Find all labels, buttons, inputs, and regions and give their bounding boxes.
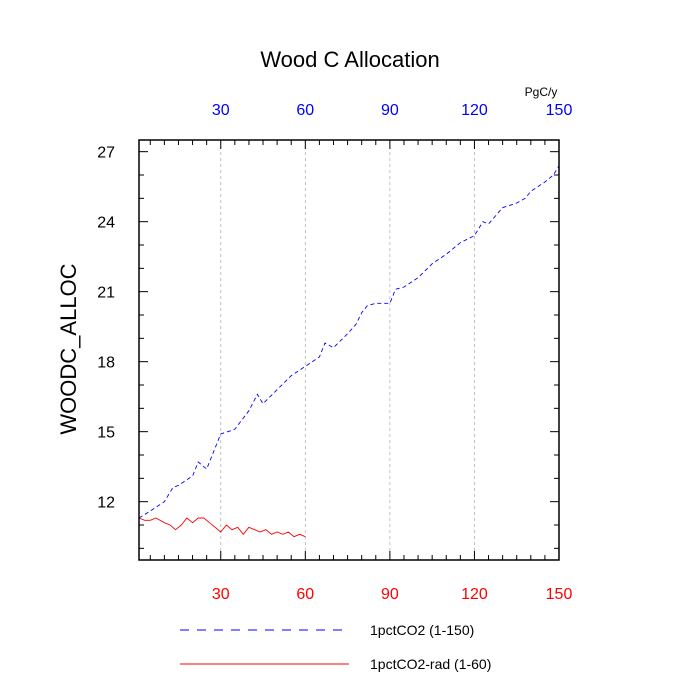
x-tick-label-top: 150 <box>546 102 573 119</box>
y-tick-label: 21 <box>97 285 115 302</box>
x-tick-label-bottom: 150 <box>546 586 573 603</box>
y-tick-label: 15 <box>97 425 115 442</box>
x-tick-label-top: 60 <box>296 102 314 119</box>
x-tick-label-bottom: 120 <box>461 586 488 603</box>
axis-layer: 30 30 60 60 90 90 120 120 150 150 12 15 18 21 24 27 <box>97 102 572 603</box>
x-tick-label-bottom: 90 <box>381 586 399 603</box>
x-tick-label-bottom: 30 <box>212 586 230 603</box>
x-tick-label-top: 120 <box>461 102 488 119</box>
legend-label-1pctco2: 1pctCO2 (1-150) <box>370 622 474 638</box>
y-tick-label: 18 <box>97 355 115 372</box>
plot-frame <box>138 139 560 561</box>
x-tick-label-top: 30 <box>212 102 230 119</box>
legend: 1pctCO2 (1-150) 1pctCO2-rad (1-60) <box>180 622 491 672</box>
y-axis-label: WOODC_ALLOC <box>56 263 81 434</box>
x-tick-label-top: 90 <box>381 102 399 119</box>
series-layer <box>138 165 560 538</box>
y-tick-label: 27 <box>97 145 115 162</box>
series-line-0 <box>138 165 560 519</box>
x-tick-label-bottom: 60 <box>296 586 314 603</box>
legend-label-1pctco2-rad: 1pctCO2-rad (1-60) <box>370 656 491 672</box>
y-tick-label: 12 <box>97 495 115 512</box>
top-axis-units-label: PgC/y <box>525 85 558 99</box>
grid-layer <box>220 140 560 560</box>
series-line-1 <box>138 517 306 538</box>
y-tick-label: 24 <box>97 215 115 232</box>
chart-title: Wood C Allocation <box>260 47 439 72</box>
